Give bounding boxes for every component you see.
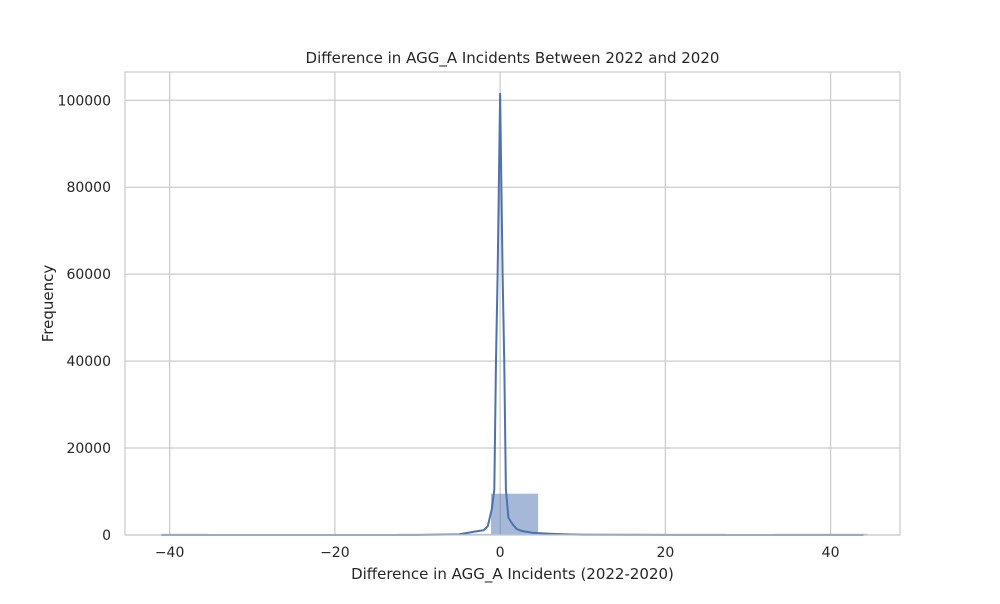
- y-tick-label: 0: [102, 528, 111, 544]
- x-tick-label: −20: [320, 545, 350, 561]
- chart-title: Difference in AGG_A Incidents Between 20…: [306, 49, 720, 68]
- kde-line: [161, 92, 864, 536]
- x-tick-label: −40: [155, 545, 185, 561]
- x-tick-label: 0: [496, 545, 505, 561]
- y-tick-label: 60000: [66, 267, 111, 283]
- y-tick-label: 40000: [66, 354, 111, 370]
- x-tick-label: 40: [822, 545, 840, 561]
- y-tick-label: 100000: [58, 93, 111, 109]
- kde-curve: [161, 92, 864, 536]
- grid-lines: [125, 72, 900, 536]
- y-axis-label: Frequency: [39, 265, 57, 343]
- histogram-bar: [491, 493, 539, 535]
- x-axis-label: Difference in AGG_A Incidents (2022-2020…: [351, 565, 674, 584]
- x-tick-label: 20: [656, 545, 674, 561]
- y-tick-label: 20000: [66, 441, 111, 457]
- tick-labels: −40 −20 0 20 40 0 20000 40000 60000 80000 100000: [58, 93, 840, 561]
- y-tick-label: 80000: [66, 180, 111, 196]
- plot-frame: [124, 71, 901, 536]
- histogram-bars: [161, 493, 868, 535]
